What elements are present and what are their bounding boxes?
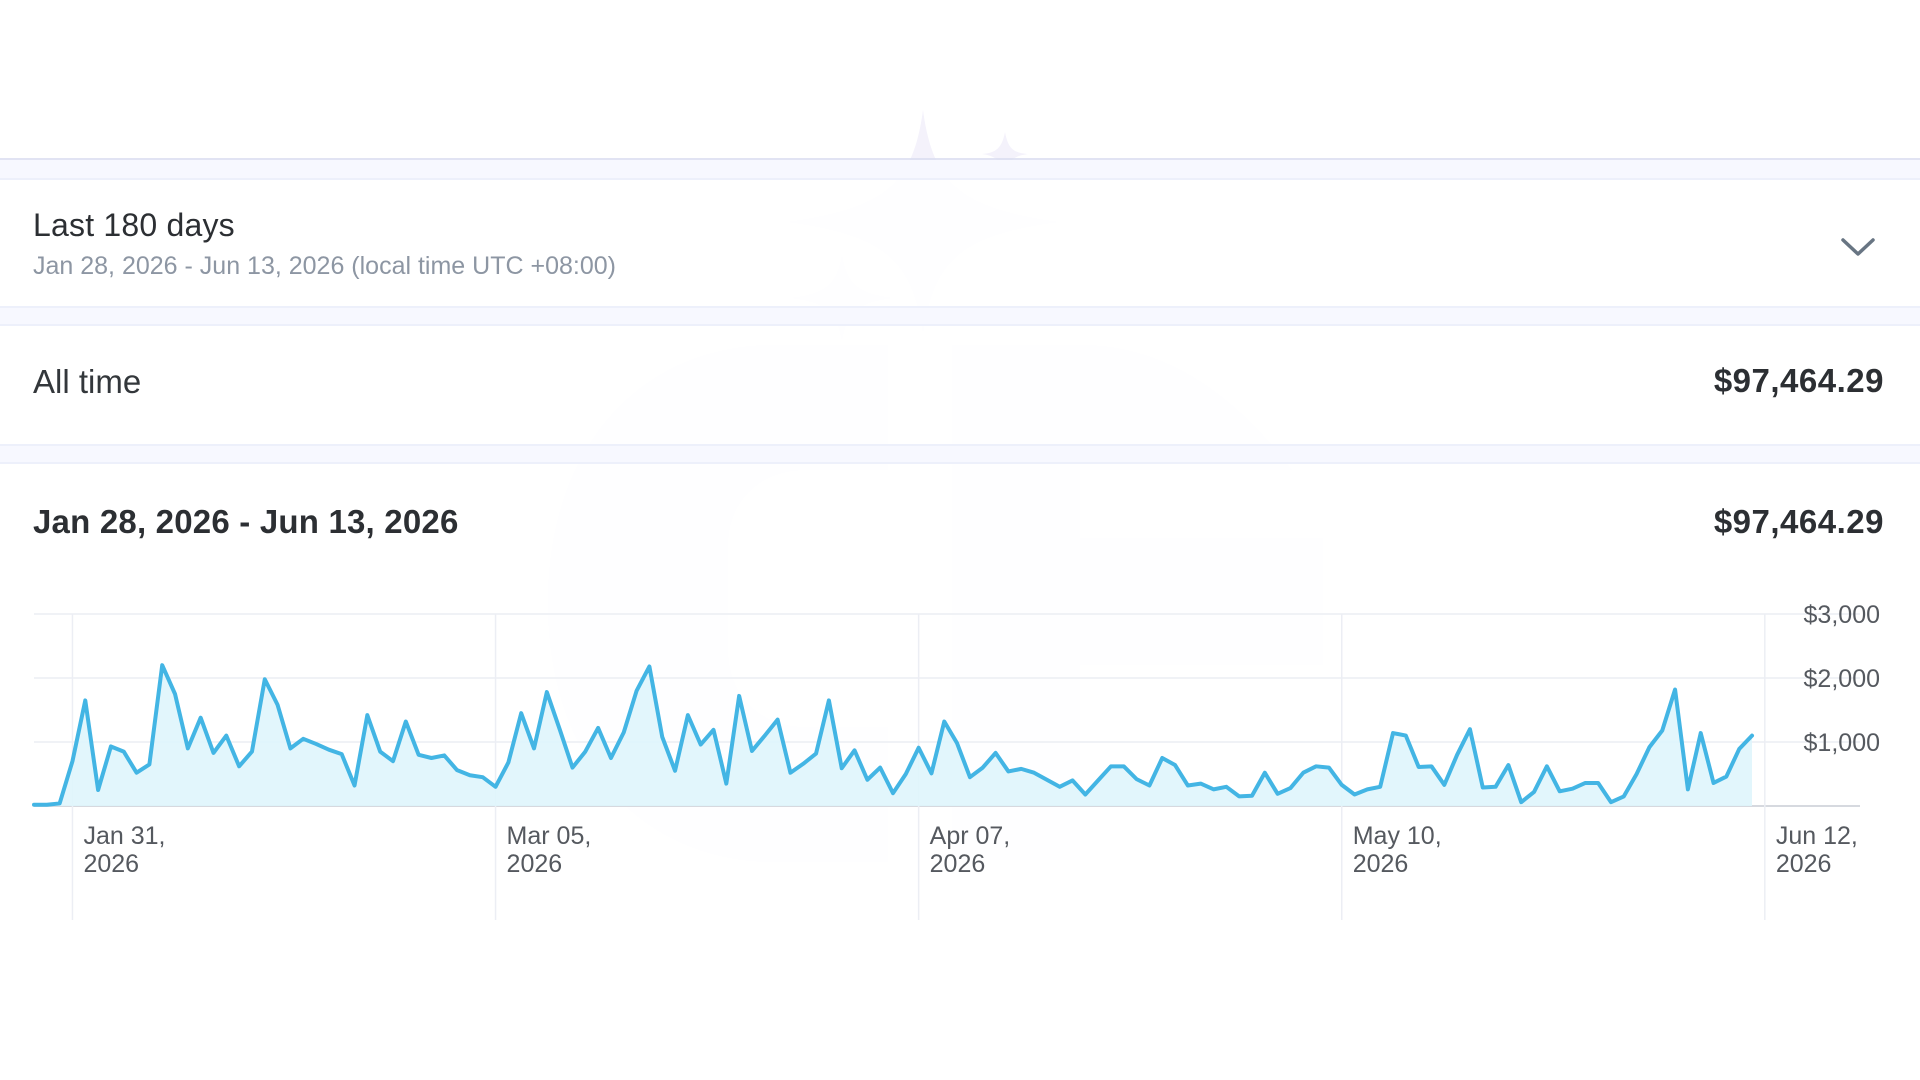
date-range-selector[interactable]: Last 180 days Jan 28, 2026 - Jun 13, 202… [0, 178, 1920, 308]
earnings-panel: Last 180 days Jan 28, 2026 - Jun 13, 202… [0, 158, 1920, 938]
earnings-area-chart: $1,000 $2,000 $3,000 Jan 31, 2026 Mar 05, 2026… [32, 601, 1880, 920]
y-tick-label: $3,000 [1804, 601, 1880, 629]
selected-range-summary: Jan 28, 2026 - Jun 13, 2026 $97,464.29 $… [0, 462, 1920, 938]
range-summary-value: $97,464.29 [1713, 503, 1884, 540]
selected-range-detail: Jan 28, 2026 - Jun 13, 2026 (local time … [33, 252, 616, 280]
x-tick-label: Jun 12, 2026 [1776, 822, 1858, 878]
x-tick-label: Mar 05, 2026 [507, 822, 592, 878]
section-gap [0, 308, 1920, 324]
x-tick-label: Apr 07, 2026 [930, 822, 1011, 878]
section-gap [0, 446, 1920, 462]
all-time-value: $97,464.29 [1713, 362, 1884, 399]
range-summary-label: Jan 28, 2026 - Jun 13, 2026 [33, 503, 459, 540]
y-tick-label: $2,000 [1804, 665, 1880, 693]
all-time-label: All time [33, 363, 142, 400]
chevron-down-icon[interactable] [1839, 234, 1877, 260]
all-time-row: All time $97,464.29 [0, 324, 1920, 446]
y-tick-label: $1,000 [1804, 729, 1880, 757]
x-tick-label: May 10, 2026 [1353, 822, 1442, 878]
earnings-line [32, 663, 1754, 807]
top-spacing [0, 160, 1920, 178]
x-tick-label: Jan 31, 2026 [83, 822, 165, 878]
earnings-chart: $1,000 $2,000 $3,000 Jan 31, 2026 Mar 05, 2026… [0, 590, 1920, 940]
selected-range-label: Last 180 days [33, 207, 235, 243]
